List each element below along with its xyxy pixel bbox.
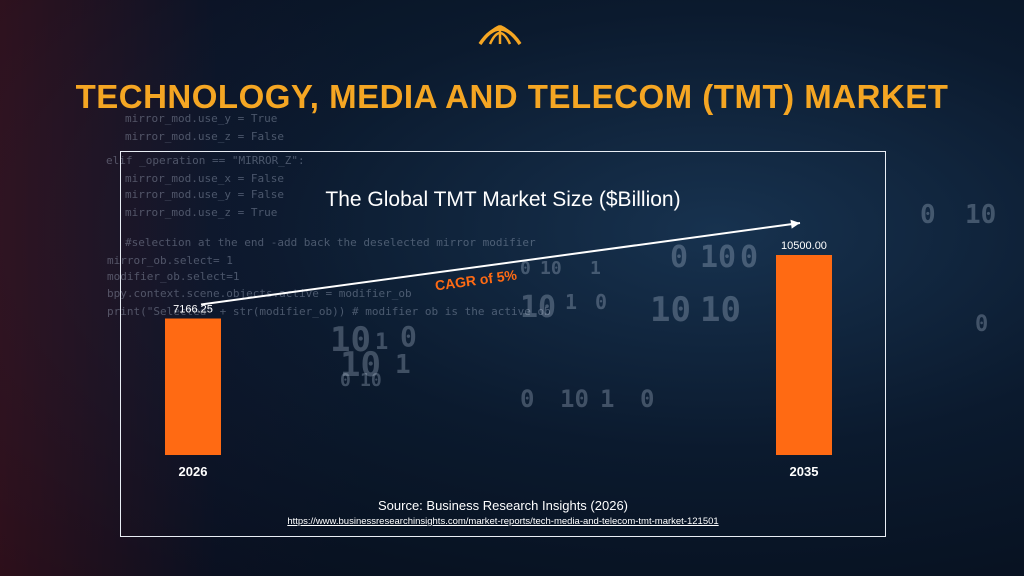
background-digit: 1 [600, 385, 615, 413]
background-digit: 10 [360, 370, 382, 391]
background-code-line: print("Selected" + str(modifier_ob)) # m… [107, 305, 551, 318]
background-code-line: mirror_mod.use_y = True [125, 112, 278, 125]
background-digit: 1 [590, 258, 601, 279]
background-code-line: mirror_mod.use_z = True [125, 206, 278, 219]
background-glow [0, 0, 360, 576]
background-digit: 1 [395, 350, 411, 380]
background-digit: 1 [375, 330, 389, 355]
growth-arrow-line [200, 222, 801, 306]
background-digit: 0 [400, 320, 417, 353]
bar-value-label: 10500.00 [781, 240, 827, 252]
background-digit: 0 [740, 240, 759, 275]
background-code-line: mirror_mod.use_y = False [125, 188, 284, 201]
background-code-line: mirror_mod.use_x = False [125, 172, 284, 185]
background-digit: 10 [700, 290, 741, 330]
background-code-line: mirror_mod.use_z = False [125, 130, 284, 143]
background-digit: 0 [595, 290, 608, 314]
chart-title: The Global TMT Market Size ($Billion) [325, 188, 681, 211]
background-code-line: bpy.context.scene.objects.active = modif… [107, 287, 412, 300]
category-label: 2035 [790, 464, 819, 479]
source-text: Source: Business Research Insights (2026… [377, 498, 628, 513]
background-code-line: modifier_ob.select=1 [107, 270, 240, 283]
background-digit: 0 [520, 385, 535, 413]
background-code-line: #selection at the end -add back the dese… [125, 236, 536, 249]
page-title: TECHNOLOGY, MEDIA AND TELECOM (TMT) MARK… [75, 78, 949, 115]
bar [165, 318, 221, 455]
background-digit: 10 [540, 258, 562, 279]
bar [776, 255, 832, 455]
background-digit: 0 [920, 200, 936, 230]
category-label: 2026 [179, 464, 208, 479]
background-digit: 0 [520, 258, 531, 279]
growth-arrow-head [790, 219, 800, 229]
background-digit: 10 [560, 385, 589, 413]
background-code-line: mirror_ob.select= 1 [107, 254, 233, 267]
background-digit: 0 [640, 385, 655, 413]
chart-frame: The Global TMT Market Size ($Billion) 71… [120, 151, 886, 537]
background-digit: 0 [340, 370, 351, 391]
background-code-line: elif _operation == "MIRROR_Z": [106, 154, 305, 167]
background-digit: 10 [965, 200, 997, 230]
background-digit: 10 [330, 320, 371, 360]
background-digit: 0 [670, 240, 689, 275]
bar-value-label: 7166.25 [173, 304, 213, 316]
background-digit: 10 [340, 345, 381, 385]
source-link[interactable]: https://www.businessresearchinsights.com… [287, 516, 719, 527]
background-digit: 1 [565, 290, 578, 314]
background-digit: 10 [700, 240, 737, 275]
background-digit: 0 [975, 312, 989, 337]
background-digit: 10 [650, 290, 691, 330]
background-digit: 10 [520, 290, 557, 325]
dome-logo-icon [476, 20, 524, 50]
